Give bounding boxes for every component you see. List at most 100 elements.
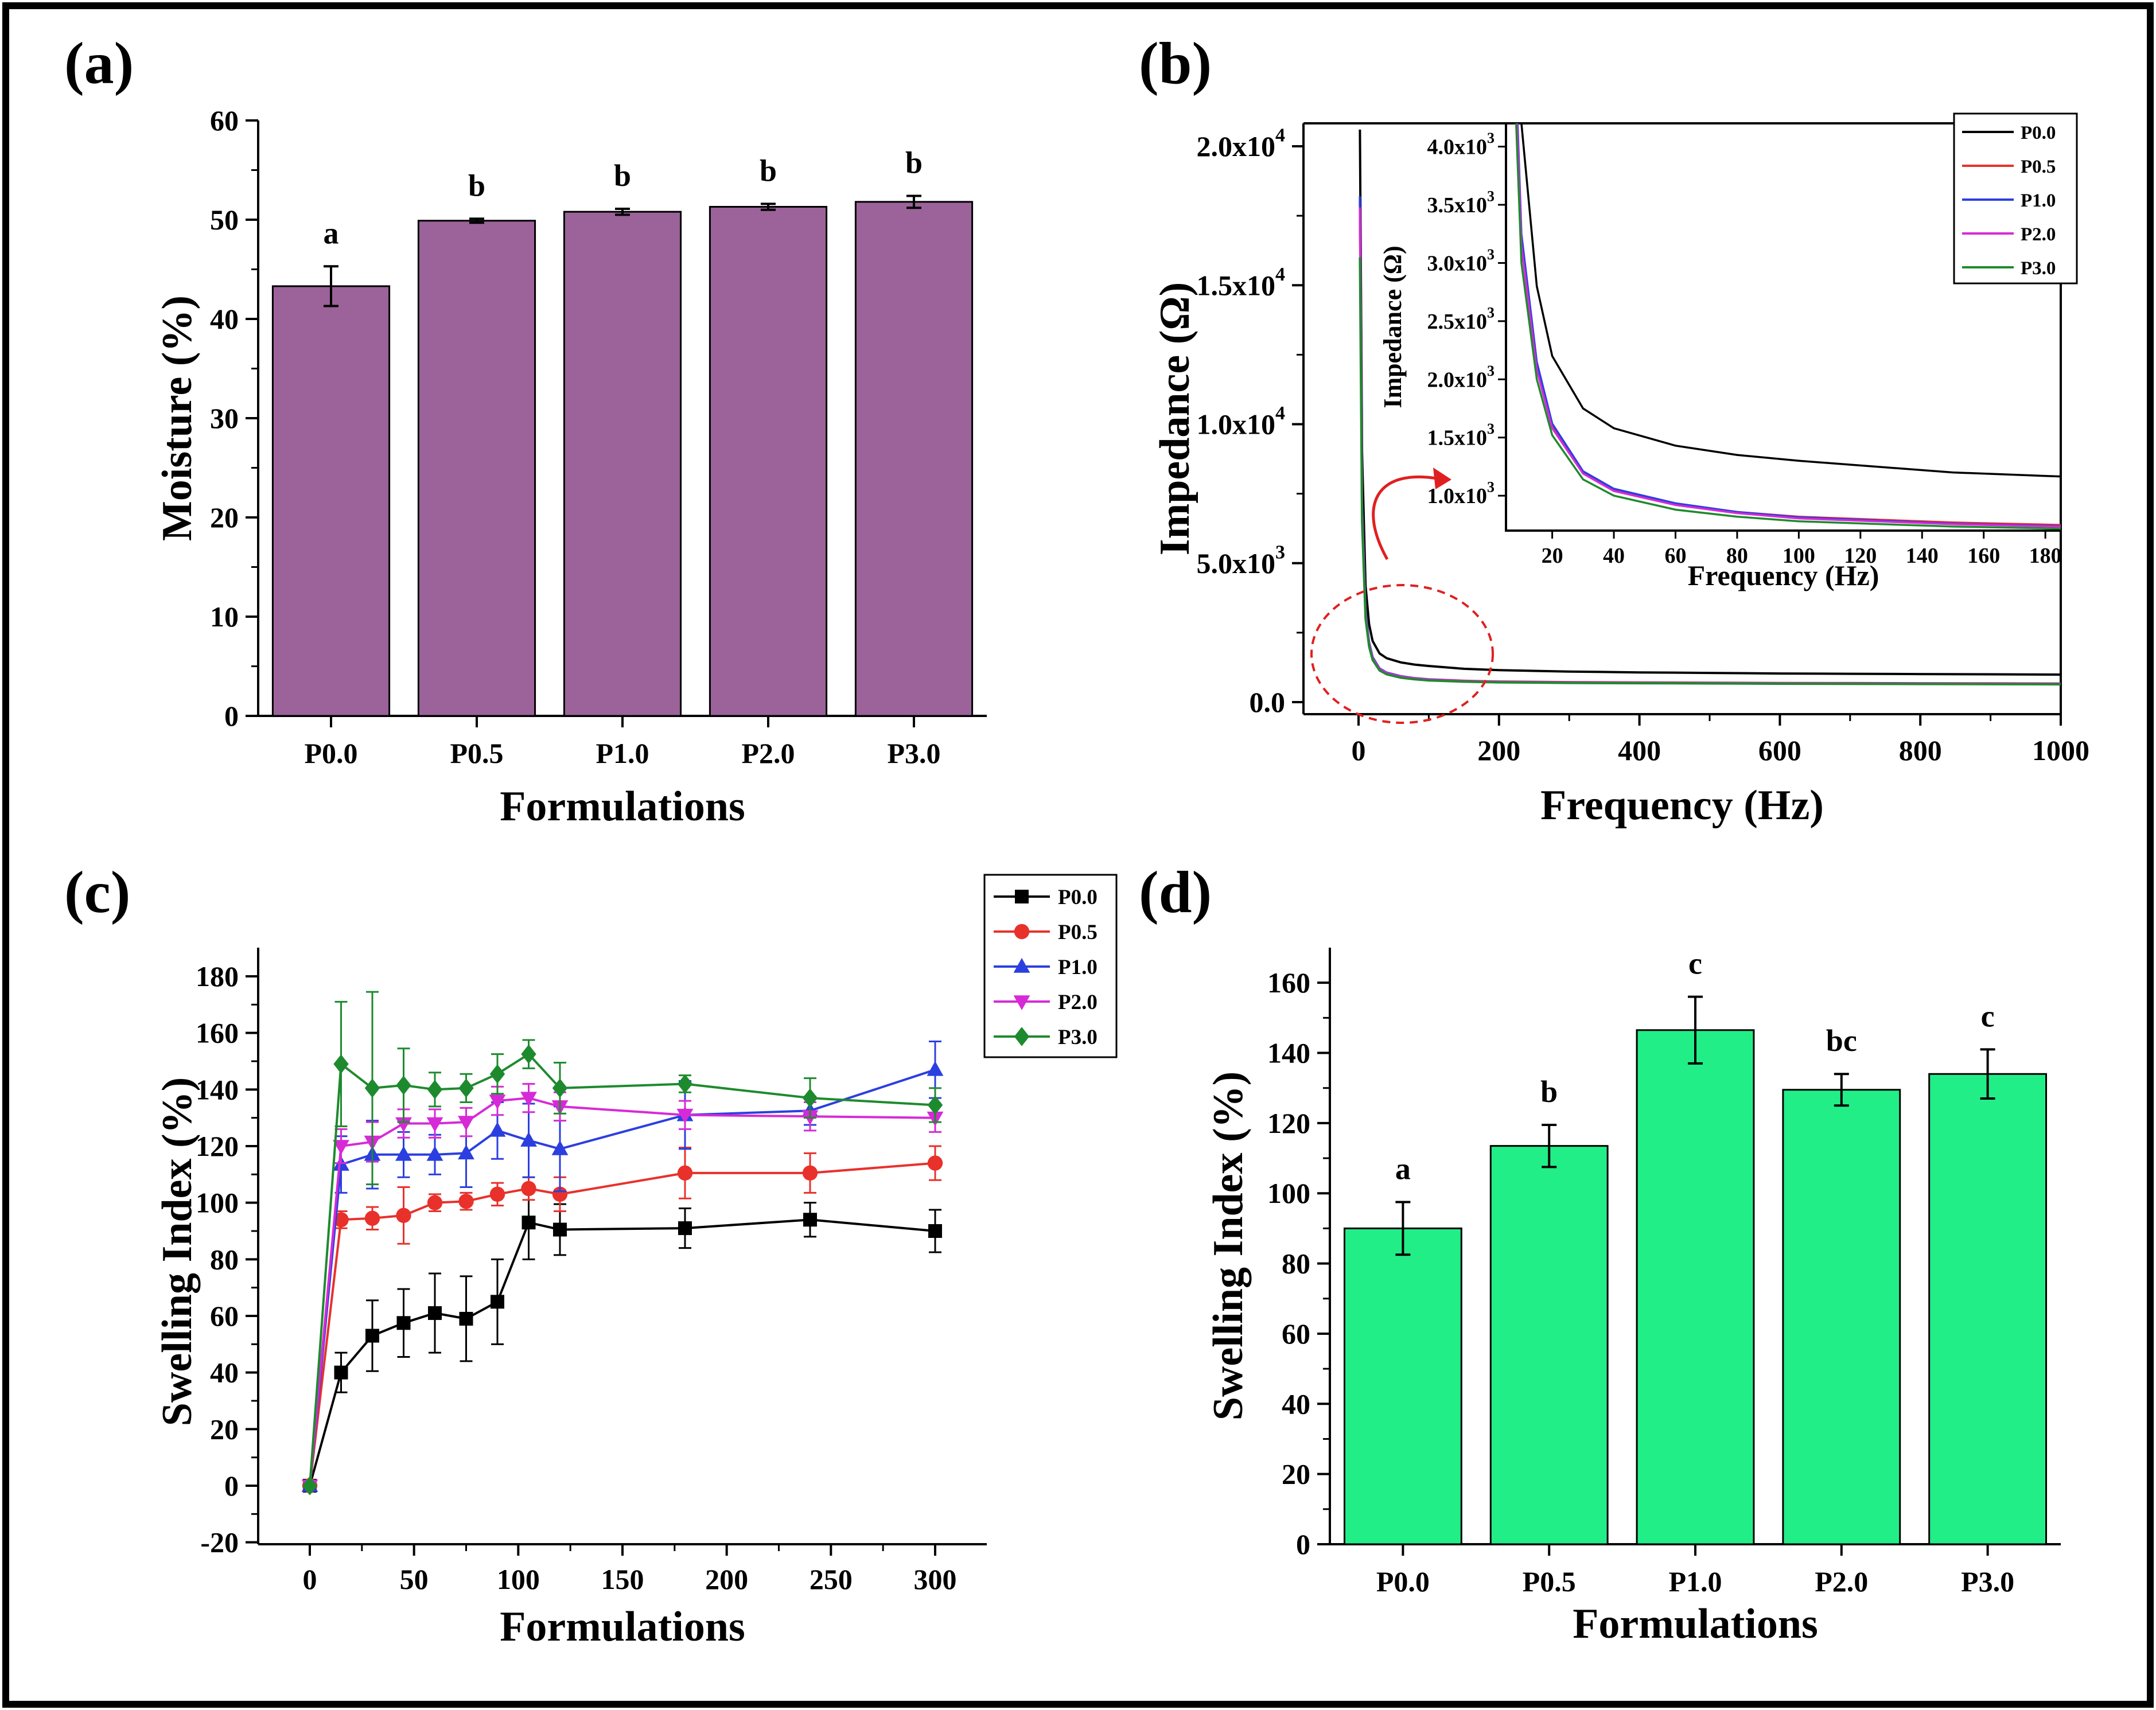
panel-d-y-tick-label: 40: [1282, 1388, 1310, 1420]
panel-c-data-point-P2.0: [458, 1116, 474, 1131]
panel-c-data-point-P3.0: [302, 1476, 318, 1495]
panel-c-data-point-P2.0: [395, 1117, 412, 1132]
panel-c-y-tick-label: 140: [196, 1073, 239, 1105]
panel-b-x-tick-label: 1000: [2032, 734, 2089, 766]
panel-a-significance-letter: b: [760, 153, 777, 188]
panel-c-x-tick-label: 150: [601, 1563, 644, 1595]
panel-c-data-point-P1.0: [426, 1146, 443, 1161]
panel-b-inset-x-tick-label: 120: [1844, 544, 1877, 568]
panel-d-bar-P0.5: [1489, 1145, 1609, 1545]
panel-d-y-tick-label: 140: [1267, 1037, 1310, 1069]
panel-d-x-tick-label: P2.0: [1815, 1565, 1868, 1598]
panel-c-legend-marker-P3.0: [1014, 1027, 1030, 1046]
panel-c-data-point-P0.5: [677, 1165, 693, 1181]
panel-b-legend-label-P2.0: P2.0: [2021, 224, 2056, 245]
panel-c-legend-marker-P2.0: [1013, 995, 1030, 1010]
panel-c-y-tick-label: 160: [196, 1017, 239, 1049]
panel-b-inset-y-tick-label: 2.5x103: [1427, 304, 1495, 334]
panel-d-bar-P1.0: [1636, 1029, 1755, 1545]
panel-a-significance-letter: a: [324, 216, 339, 250]
panel-d-x-tick-label: P0.0: [1376, 1565, 1430, 1598]
panel-a-x-tick-label: P2.0: [741, 737, 795, 769]
panel-a-bar-P0.5: [417, 220, 536, 717]
panel-b-panel-label: (b): [1139, 30, 1212, 96]
panel-a-y-tick-label: 40: [210, 303, 239, 335]
panel-b-inset-plot-area: [1515, 123, 2061, 530]
panel-b-series-line-P3.0: [1359, 257, 2061, 685]
panel-b-inset-x-tick-label: 20: [1542, 544, 1563, 568]
panel-c-data-point-P0.5: [458, 1194, 474, 1209]
panel-a-x-tick-label: P0.5: [450, 737, 503, 769]
panel-b-inset-y-tick-label: 1.0x103: [1427, 479, 1495, 509]
panel-a-panel-label: (a): [64, 30, 134, 96]
panel-a-x-tick-label: P0.0: [304, 737, 357, 769]
panel-c-data-point-P0.5: [489, 1186, 505, 1202]
panel-c-x-tick-label: 300: [914, 1563, 957, 1595]
panel-b-impedance-line-chart: (b) 0 200 400 600 800 1000 0.0 5.0x103 1.0x104 1.5…: [1139, 30, 2089, 829]
panel-c-y-tick-label: 120: [196, 1130, 239, 1162]
panel-a-y-tick-label: 10: [210, 601, 239, 633]
panel-c-data-point-P0.5: [427, 1195, 443, 1210]
panel-b-y-axis-label: Impedance (Ω): [1151, 282, 1198, 555]
panel-c-y-tick-label: -20: [200, 1526, 239, 1559]
panel-d-significance-letter: b: [1540, 1074, 1558, 1109]
panel-a-y-tick-label: 60: [210, 104, 239, 137]
panel-d-x-axis-label: Formulations: [1573, 1600, 1818, 1647]
panel-d-significance-letter: bc: [1826, 1023, 1857, 1058]
panel-c-data-point-P3.0: [927, 1095, 943, 1115]
panel-b-zoom-arrow: [1372, 475, 1441, 560]
panel-c-data-point-P0.5: [333, 1212, 349, 1228]
panel-c-data-point-P1.0: [395, 1146, 412, 1161]
panel-d-y-tick-label: 100: [1267, 1177, 1310, 1209]
panel-b-inset-y-axis-label: Impedance (Ω): [1379, 246, 1407, 408]
panel-c-data-point-P1.0: [489, 1121, 506, 1137]
panel-c-y-tick-label: 60: [210, 1300, 239, 1332]
panel-c-data-point-P0.0: [928, 1224, 942, 1238]
panel-c-data-point-P3.0: [333, 1054, 349, 1074]
panel-b-x-tick-label: 600: [1758, 734, 1801, 766]
panel-c-data-point-P0.5: [364, 1210, 380, 1226]
panel-c-legend-label-P1.0: P1.0: [1058, 956, 1098, 979]
panel-a-y-axis-label: Moisture (%): [154, 295, 201, 541]
panel-d-y-tick-label: 120: [1267, 1107, 1310, 1139]
panel-c-x-tick-label: 100: [497, 1563, 540, 1595]
panel-c-data-point-P0.5: [396, 1207, 411, 1224]
panel-c-data-point-P3.0: [489, 1064, 505, 1084]
panel-a-y-tick-label: 20: [210, 501, 239, 533]
panel-c-data-point-P0.0: [459, 1311, 473, 1326]
panel-b-y-tick-label: 1.5x104: [1197, 264, 1286, 302]
panel-c-legend-label-P0.0: P0.0: [1058, 886, 1098, 909]
panel-b-inset-x-tick-label: 60: [1664, 544, 1686, 568]
panel-b-legend: P0.0 P0.5 P1.0 P2.0 P3.0: [1953, 112, 2078, 285]
panel-c-data-point-P0.5: [552, 1186, 568, 1202]
panel-c-data-point-P1.0: [458, 1144, 474, 1160]
panel-d-y-tick-label: 60: [1282, 1318, 1310, 1350]
panel-b-inset-series-line-P2.0: [1516, 123, 2061, 528]
panel-c-data-point-P3.0: [458, 1078, 474, 1098]
panel-b-inset-y-tick-label: 2.0x103: [1427, 363, 1495, 392]
panel-a-significance-letter: b: [905, 145, 923, 180]
panel-c-data-point-P3.0: [427, 1080, 443, 1100]
panel-d-y-tick-label: 0: [1296, 1528, 1310, 1560]
panel-b-legend-label-P0.0: P0.0: [2021, 123, 2056, 143]
panel-c-y-tick-label: 100: [196, 1187, 239, 1219]
panel-d-significance-letter: a: [1395, 1152, 1411, 1186]
panel-c-data-point-P0.0: [803, 1213, 817, 1227]
panel-c-data-point-P3.0: [552, 1078, 568, 1098]
panel-a-y-tick-label: 50: [210, 204, 239, 236]
panel-a-bar-P0.0: [271, 285, 391, 717]
panel-b-x-tick-label: 0: [1352, 734, 1366, 766]
panel-d-x-tick-label: P1.0: [1668, 1565, 1722, 1598]
panel-b-inset-series-line-P3.0: [1515, 123, 2061, 530]
panel-c-y-tick-label: 40: [210, 1357, 239, 1389]
panel-b-legend-label-P3.0: P3.0: [2021, 258, 2056, 279]
panel-b-inset-x-axis-label: Frequency (Hz): [1688, 559, 1879, 591]
panel-c-legend-label-P2.0: P2.0: [1058, 991, 1098, 1014]
panel-c-legend-label-P3.0: P3.0: [1058, 1026, 1098, 1049]
panel-d-x-tick-label: P3.0: [1961, 1565, 2014, 1598]
panel-c-x-tick-label: 0: [303, 1563, 317, 1595]
panel-d-y-tick-label: 80: [1282, 1248, 1310, 1280]
panel-c-data-point-P1.0: [551, 1140, 569, 1155]
panel-c-swelling-line-chart: (c) 0 50 100 150 200 250 300 -20 0 20 40 60 80 100 120 1…: [64, 859, 1118, 1650]
